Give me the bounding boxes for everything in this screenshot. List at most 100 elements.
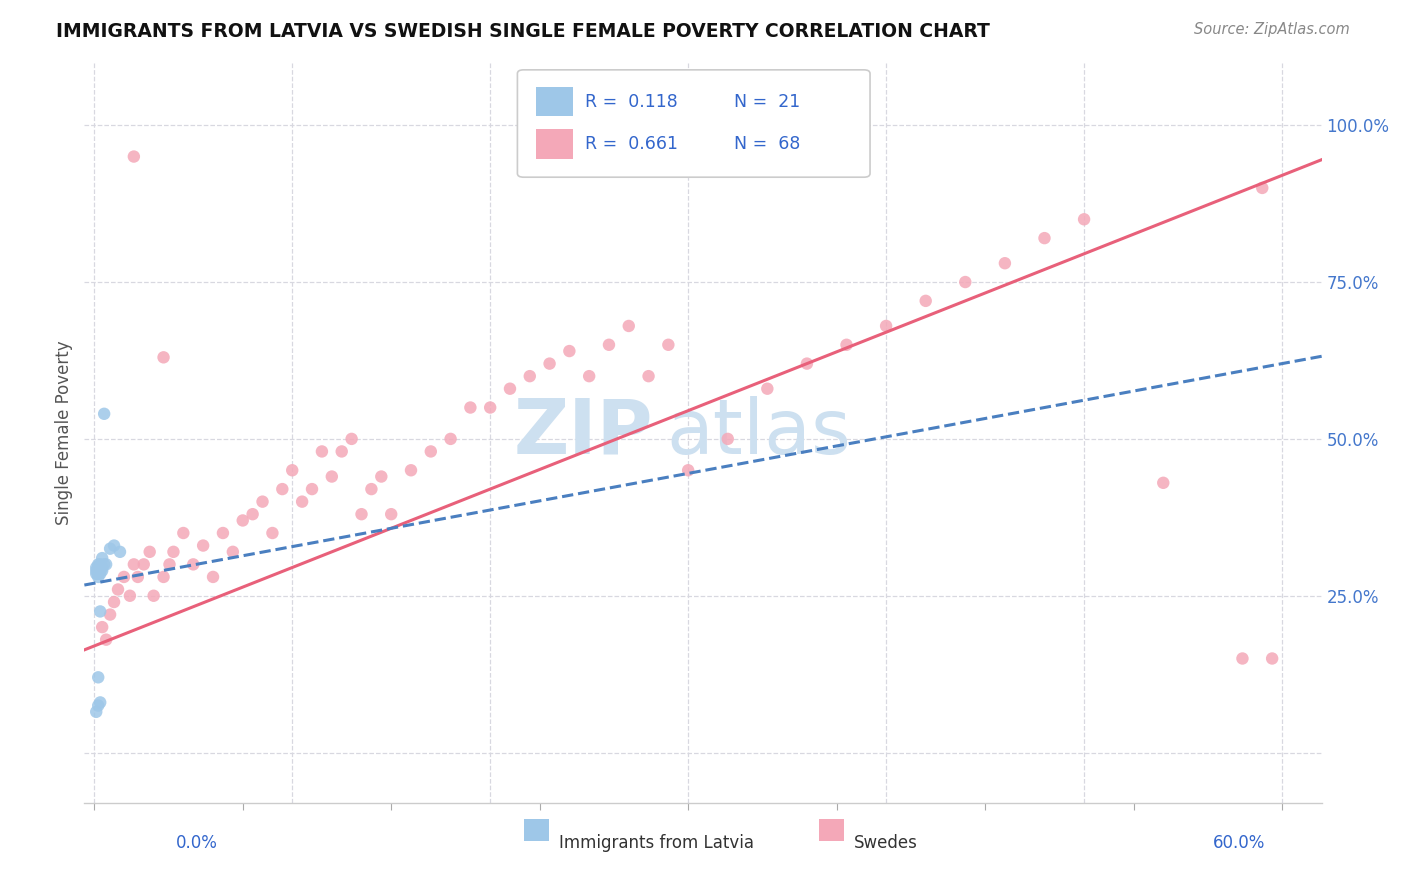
Point: [1232, 651, 1254, 665]
Point: [84, 705, 107, 719]
Point: [118, 589, 141, 603]
Point: [321, 469, 343, 483]
Point: [330, 444, 353, 458]
Point: [89, 558, 111, 572]
Point: [657, 338, 679, 352]
Point: [311, 444, 333, 458]
Text: IMMIGRANTS FROM LATVIA VS SWEDISH SINGLE FEMALE POVERTY CORRELATION CHART: IMMIGRANTS FROM LATVIA VS SWEDISH SINGLE…: [56, 22, 990, 41]
Point: [281, 463, 304, 477]
Point: [89, 695, 111, 709]
Point: [1251, 181, 1274, 195]
Text: atlas: atlas: [666, 396, 851, 469]
Point: [138, 545, 160, 559]
Point: [87, 560, 110, 574]
Point: [87, 698, 110, 713]
Point: [756, 382, 779, 396]
Point: [93, 407, 115, 421]
Text: ZIP: ZIP: [515, 396, 654, 469]
Point: [242, 507, 264, 521]
Point: [519, 369, 541, 384]
Point: [796, 357, 818, 371]
Point: [676, 463, 699, 477]
Point: [84, 564, 107, 578]
Point: [89, 560, 111, 574]
Point: [499, 382, 522, 396]
Point: [222, 545, 245, 559]
Point: [350, 507, 373, 521]
Point: [1152, 475, 1174, 490]
Point: [93, 558, 115, 572]
Point: [538, 357, 561, 371]
Point: [370, 469, 392, 483]
Text: N =  68: N = 68: [734, 135, 800, 153]
Point: [479, 401, 502, 415]
Point: [994, 256, 1017, 270]
Y-axis label: Single Female Poverty: Single Female Poverty: [55, 341, 73, 524]
Point: [122, 150, 145, 164]
Point: [181, 558, 204, 572]
Point: [262, 526, 284, 541]
Point: [89, 560, 111, 574]
Point: [875, 318, 897, 333]
Point: [91, 620, 114, 634]
Text: 60.0%: 60.0%: [1213, 834, 1265, 852]
Point: [98, 541, 121, 556]
Point: [103, 595, 125, 609]
Point: [103, 539, 125, 553]
Point: [439, 432, 461, 446]
Point: [94, 632, 117, 647]
Point: [301, 482, 323, 496]
Point: [271, 482, 294, 496]
Point: [98, 607, 121, 622]
Point: [172, 526, 194, 541]
Point: [132, 558, 155, 572]
Point: [419, 444, 441, 458]
Point: [955, 275, 977, 289]
Point: [360, 482, 382, 496]
Point: [558, 344, 581, 359]
Point: [291, 494, 314, 508]
Point: [637, 369, 659, 384]
Point: [1261, 651, 1284, 665]
Point: [212, 526, 235, 541]
Point: [142, 589, 165, 603]
Point: [84, 566, 107, 581]
Point: [107, 582, 129, 597]
Point: [578, 369, 600, 384]
Point: [91, 551, 114, 566]
Text: 0.0%: 0.0%: [176, 834, 218, 852]
Point: [84, 560, 107, 574]
Text: N =  21: N = 21: [734, 93, 800, 111]
Text: Swedes: Swedes: [853, 834, 918, 852]
Point: [122, 558, 145, 572]
Point: [91, 564, 114, 578]
Point: [399, 463, 422, 477]
Point: [340, 432, 363, 446]
Point: [89, 566, 111, 581]
Point: [89, 564, 111, 578]
Point: [252, 494, 274, 508]
Point: [87, 566, 110, 581]
Point: [159, 558, 181, 572]
Point: [108, 545, 131, 559]
Point: [598, 338, 620, 352]
FancyBboxPatch shape: [536, 129, 574, 159]
Text: Source: ZipAtlas.com: Source: ZipAtlas.com: [1194, 22, 1350, 37]
Point: [202, 570, 225, 584]
Point: [94, 558, 117, 572]
Point: [914, 293, 936, 308]
Point: [152, 351, 174, 365]
Point: [87, 558, 110, 572]
FancyBboxPatch shape: [517, 70, 870, 178]
Point: [162, 545, 184, 559]
Point: [191, 539, 214, 553]
Point: [617, 318, 640, 333]
Point: [1073, 212, 1095, 227]
Point: [87, 670, 110, 684]
Point: [1033, 231, 1056, 245]
Text: Immigrants from Latvia: Immigrants from Latvia: [560, 834, 754, 852]
Text: R =  0.118: R = 0.118: [585, 93, 678, 111]
Point: [460, 401, 482, 415]
Text: R =  0.661: R = 0.661: [585, 135, 679, 153]
Point: [112, 570, 135, 584]
